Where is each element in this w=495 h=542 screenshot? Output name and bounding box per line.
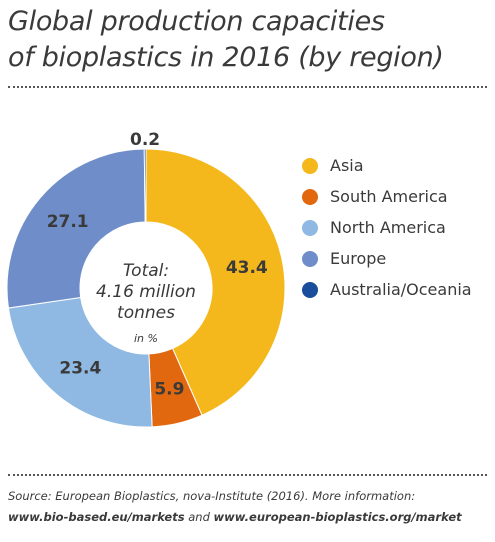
- legend-swatch-europe: [302, 250, 318, 267]
- source-line-1: Source: European Bioplastics, nova-Insti…: [8, 489, 416, 503]
- value-label-asia: 43.4: [226, 258, 268, 278]
- legend-label-north-america: North America: [330, 218, 446, 237]
- slice-europe: [6, 148, 146, 309]
- source-joiner: and: [184, 510, 214, 524]
- chart-legend: Asia South America North America Europe Aust…: [302, 150, 492, 305]
- chart-title-line-1: Global production capacities: [8, 6, 385, 37]
- value-label-europe: 27.1: [47, 212, 89, 232]
- legend-label-south-america: South America: [330, 187, 448, 206]
- value-label-south-america: 5.9: [154, 379, 184, 399]
- legend-swatch-australia-oceania: [302, 281, 318, 298]
- legend-item-europe: Europe: [302, 243, 492, 274]
- top-divider: [8, 86, 487, 88]
- bottom-divider: [8, 474, 487, 476]
- legend-swatch-south-america: [302, 188, 318, 205]
- legend-swatch-asia: [302, 157, 318, 174]
- legend-item-south-america: South America: [302, 181, 492, 212]
- donut-chart: 43.4 5.9 23.4 27.1 0.2 Total:4.16 milliontonn…: [6, 130, 286, 428]
- source-line-2: www.bio-based.eu/markets and www.europea…: [8, 507, 492, 528]
- unit-label: in %: [134, 332, 158, 345]
- legend-item-north-america: North America: [302, 212, 492, 243]
- legend-item-asia: Asia: [302, 150, 492, 181]
- legend-label-australia-oceania: Australia/Oceania: [330, 280, 472, 299]
- source-link-bio-based[interactable]: www.bio-based.eu/markets: [8, 510, 185, 524]
- slice-north-america: [7, 296, 153, 428]
- value-label-australia-oceania: 0.2: [130, 130, 160, 150]
- center-total-line-2: 4.16 million: [96, 282, 196, 302]
- slice-asia: [145, 148, 286, 416]
- slice-australia-oceania: [143, 148, 147, 223]
- legend-label-europe: Europe: [330, 249, 387, 268]
- center-total-line-1: Total:: [123, 261, 169, 281]
- legend-label-asia: Asia: [330, 156, 364, 175]
- chart-title-line-2: of bioplastics in 2016 (by region): [8, 42, 444, 73]
- chart-title: Global production capacities of bioplast…: [8, 4, 488, 76]
- source-link-european-bioplastics[interactable]: www.european-bioplastics.org/market: [213, 510, 462, 524]
- center-total-line-3: tonnes: [117, 303, 175, 323]
- legend-swatch-north-america: [302, 219, 318, 236]
- legend-item-australia-oceania: Australia/Oceania: [302, 274, 492, 305]
- source-note: Source: European Bioplastics, nova-Insti…: [8, 486, 492, 528]
- value-label-north-america: 23.4: [59, 358, 101, 378]
